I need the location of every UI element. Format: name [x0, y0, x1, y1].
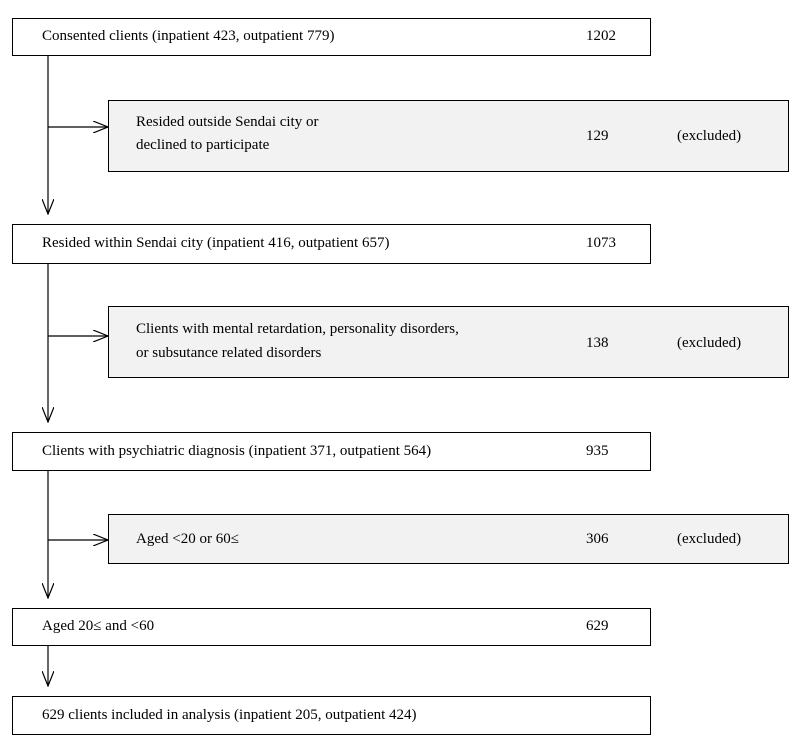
exclusion-tag: (excluded) — [677, 335, 742, 351]
stage-label: Aged 20≤ and <60 — [42, 618, 155, 634]
exclusion-box-age — [108, 514, 789, 564]
exclusion-label-line1: Resided outside Sendai city or — [136, 114, 319, 130]
exclusion-count: 129 — [586, 128, 609, 144]
exclusion-count: 138 — [586, 335, 609, 351]
exclusion-box-diagnosis — [108, 306, 789, 378]
exclusion-label-line2: or subsutance related disorders — [136, 345, 322, 361]
final-label: 629 clients included in analysis (inpati… — [42, 707, 417, 723]
exclusion-box-outside-sendai — [108, 100, 789, 172]
stage-count: 1073 — [586, 235, 616, 251]
stage-count: 935 — [586, 443, 609, 459]
exclusion-label-line1: Aged <20 or 60≤ — [136, 531, 239, 547]
stage-count: 629 — [586, 618, 609, 634]
stage-count: 1202 — [586, 28, 616, 44]
exclusion-tag: (excluded) — [677, 531, 742, 547]
exclusion-label-line1: Clients with mental retardation, persona… — [136, 321, 459, 337]
stage-label: Resided within Sendai city (inpatient 41… — [42, 235, 390, 251]
stage-box-within-sendai — [12, 224, 651, 264]
stage-box-consented — [12, 18, 651, 56]
stage-label: Clients with psychiatric diagnosis (inpa… — [42, 443, 432, 459]
stage-box-age-range — [12, 608, 651, 646]
exclusion-label-line2: declined to participate — [136, 137, 270, 153]
exclusion-count: 306 — [586, 531, 609, 547]
stage-box-psychiatric-diagnosis — [12, 432, 651, 471]
exclusion-tag: (excluded) — [677, 128, 742, 144]
stage-label: Consented clients (inpatient 423, outpat… — [42, 28, 335, 44]
